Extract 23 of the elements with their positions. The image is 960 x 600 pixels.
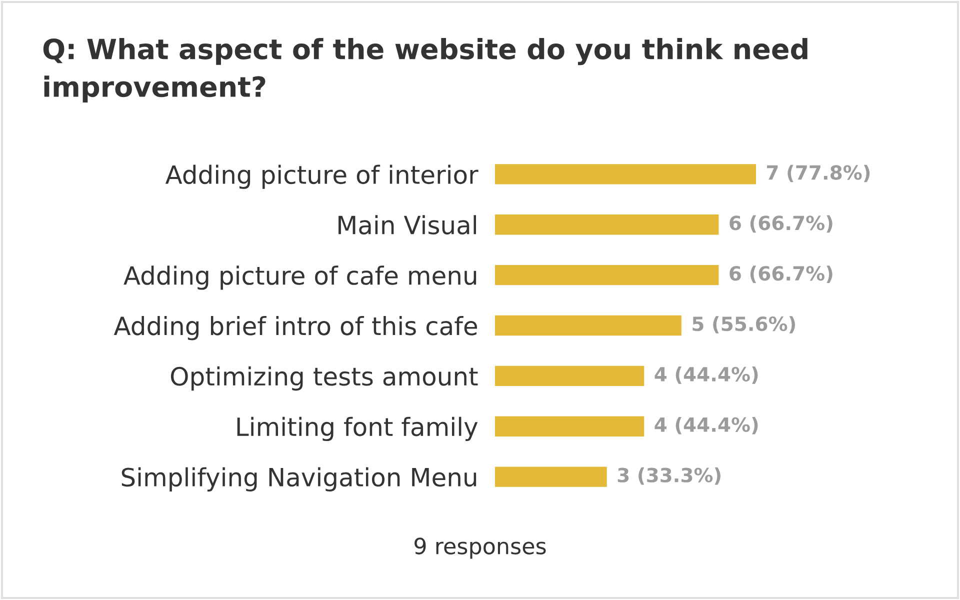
data-label: 5 (55.6%) <box>692 316 796 334</box>
data-label: 3 (33.3%) <box>618 467 720 485</box>
y-tick-label: Limiting font family <box>237 416 478 442</box>
data-label: 6 (66.7%) <box>730 215 832 233</box>
bar <box>495 366 644 386</box>
data-label: 4 (44.4%) <box>654 366 758 384</box>
bar <box>495 315 682 336</box>
bar <box>495 416 644 436</box>
y-tick-label: Optimizing tests amount <box>170 366 478 391</box>
bar <box>495 466 607 487</box>
chart-title: Q: What aspect of the website do you think need improvement? <box>43 38 808 103</box>
data-label: 4 (44.4%) <box>654 416 758 434</box>
y-tick-label: Adding brief intro of this cafe <box>114 316 478 340</box>
y-tick-label: Simplifying Navigation Menu <box>122 467 476 492</box>
data-label: 6 (66.7%) <box>730 266 832 283</box>
bar <box>495 164 756 184</box>
y-tick-label: Adding picture of interior <box>165 164 478 189</box>
y-tick-label: Main Visual <box>338 215 476 234</box>
bar <box>495 264 719 286</box>
y-tick-label: Adding picture of cafe menu <box>124 266 476 290</box>
bar <box>495 214 719 235</box>
text: 9 responses <box>414 538 546 559</box>
data-label: 7 (77.8%) <box>767 164 870 182</box>
